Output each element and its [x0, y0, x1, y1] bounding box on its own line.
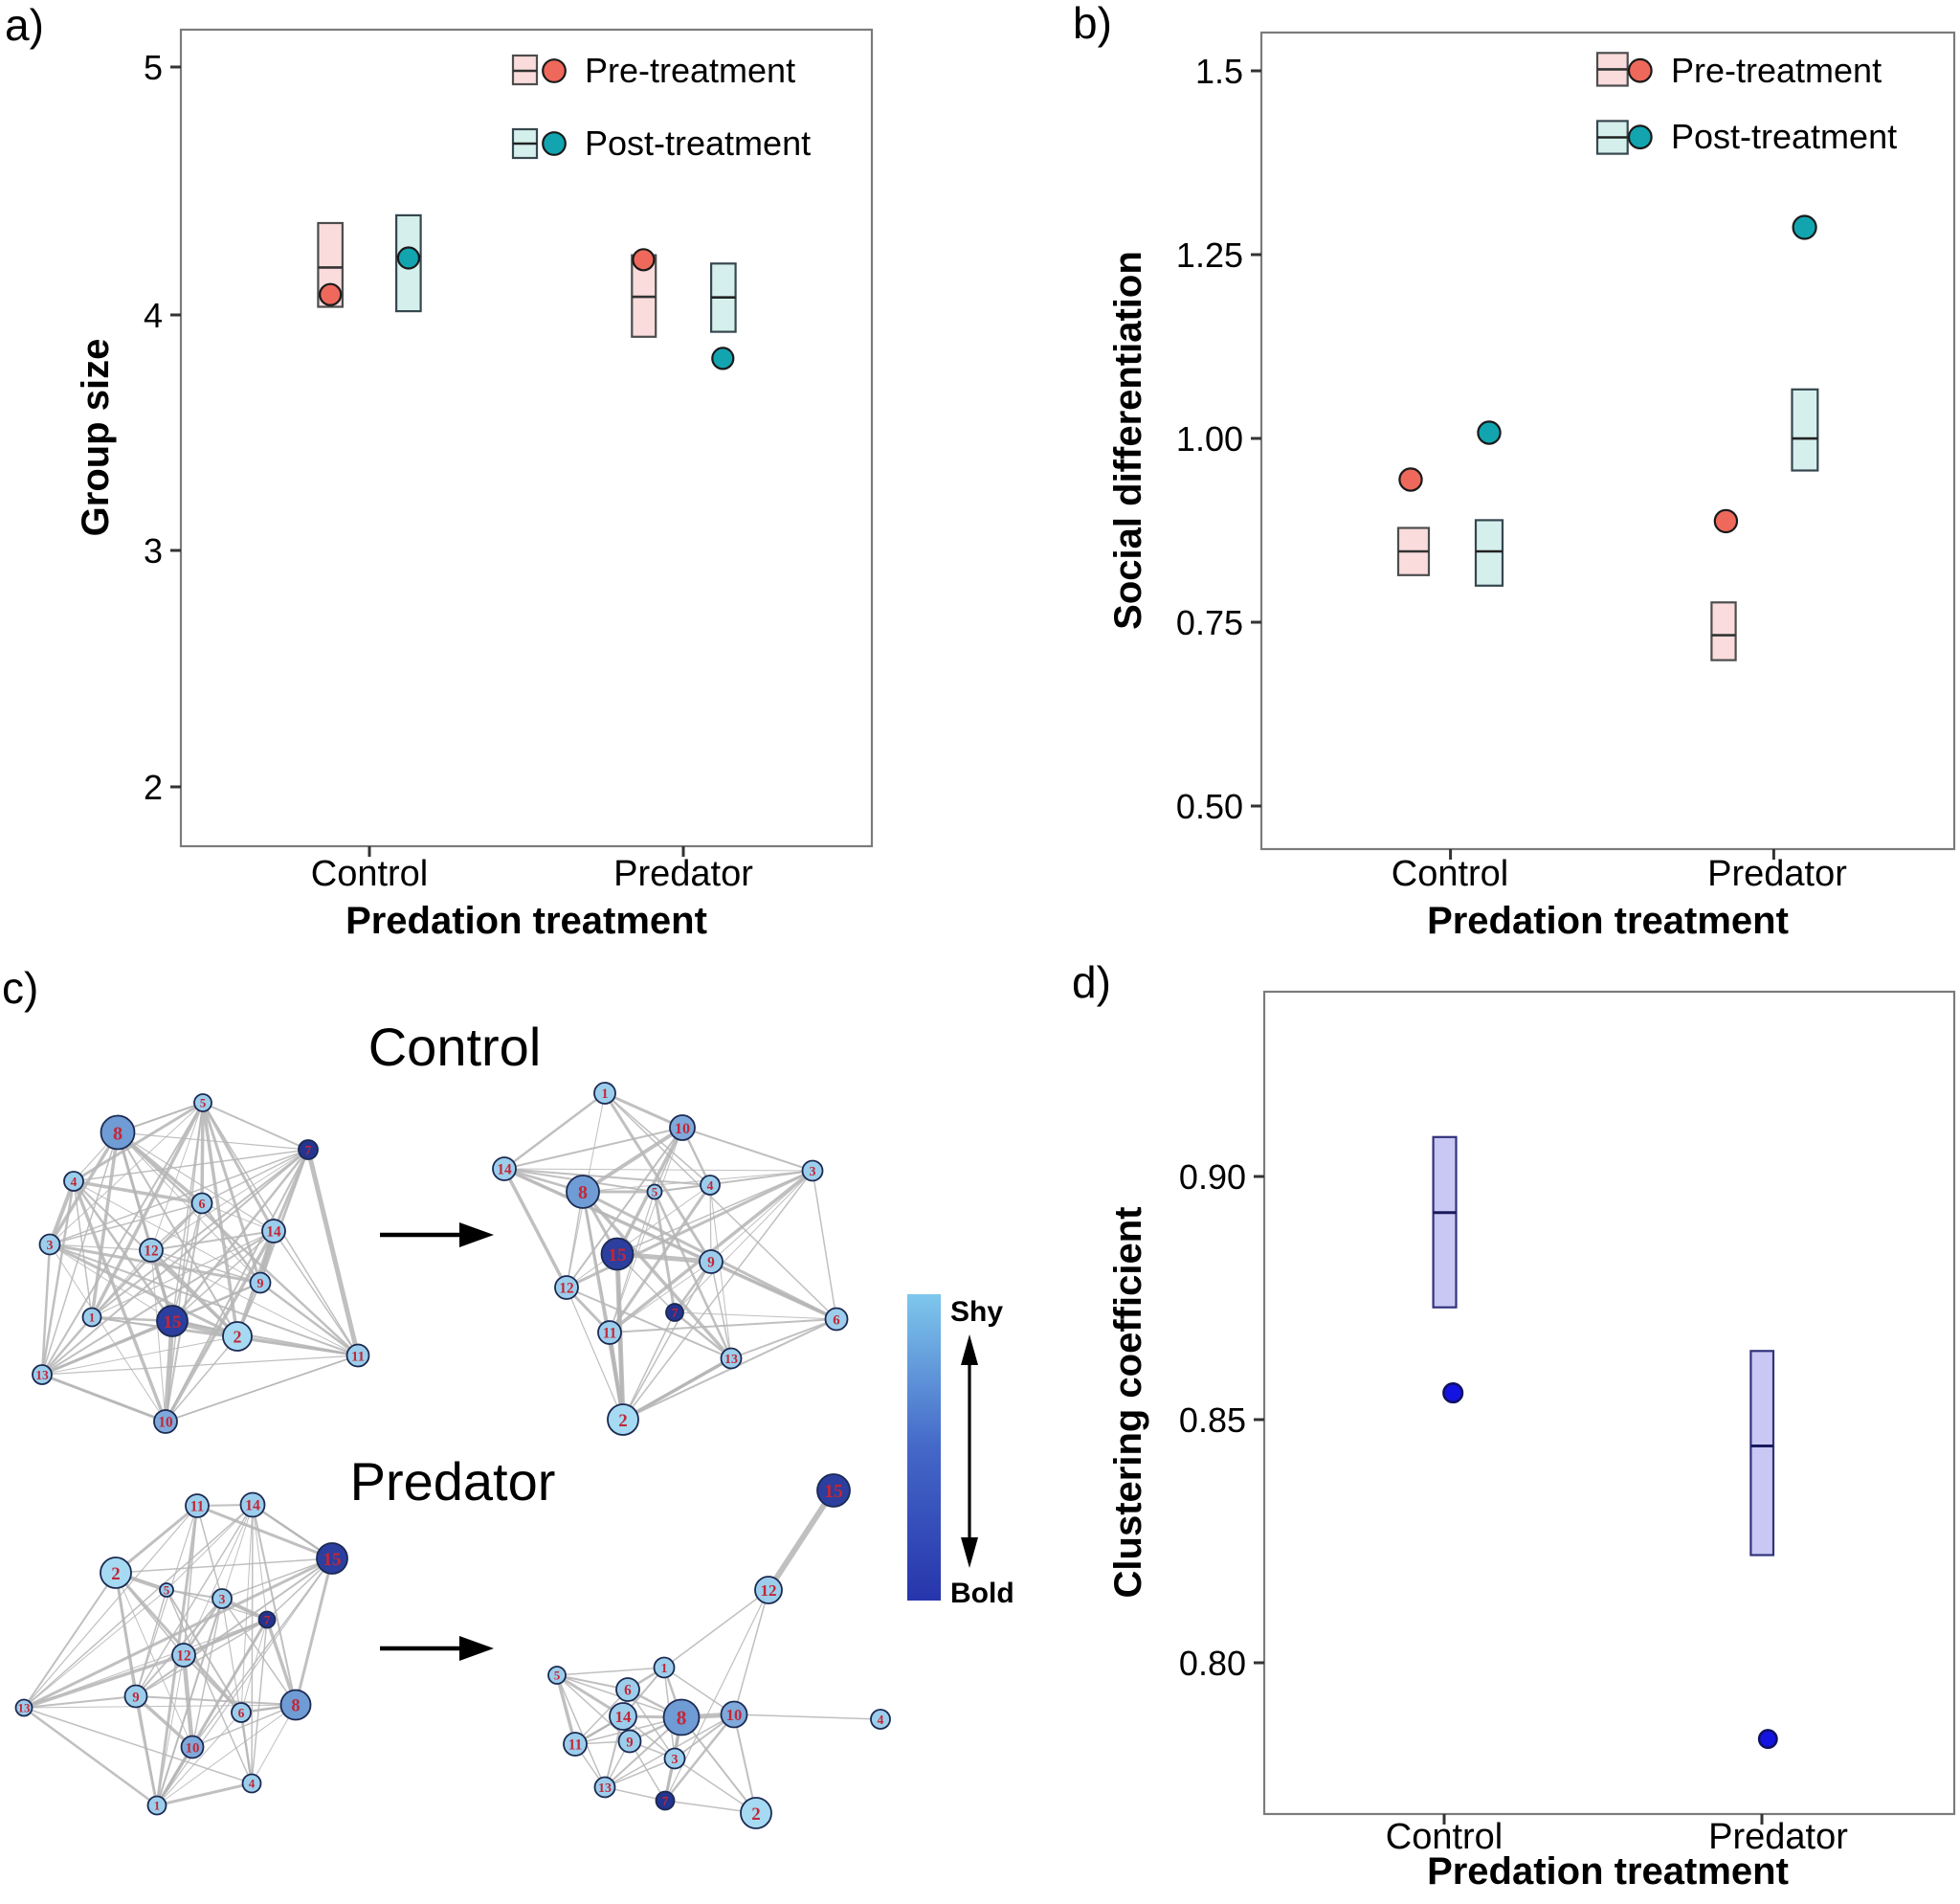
- svg-text:Post-treatment: Post-treatment: [1671, 117, 1897, 156]
- svg-text:5: 5: [200, 1096, 207, 1110]
- svg-text:Clustering coefficient: Clustering coefficient: [1107, 1207, 1149, 1599]
- svg-text:3: 3: [810, 1165, 816, 1179]
- svg-text:3: 3: [219, 1592, 226, 1606]
- svg-text:Bold: Bold: [950, 1578, 1014, 1609]
- svg-text:1.00: 1.00: [1176, 419, 1243, 459]
- svg-text:9: 9: [132, 1690, 139, 1705]
- svg-text:0.90: 0.90: [1179, 1157, 1246, 1197]
- svg-text:11: 11: [190, 1499, 204, 1515]
- svg-text:d): d): [1072, 957, 1111, 1007]
- svg-text:15: 15: [164, 1312, 182, 1333]
- svg-text:Pre-treatment: Pre-treatment: [585, 51, 795, 90]
- svg-text:8: 8: [113, 1123, 122, 1144]
- svg-text:c): c): [2, 963, 38, 1013]
- svg-text:0.50: 0.50: [1176, 787, 1243, 826]
- svg-text:Predation treatment: Predation treatment: [1427, 900, 1789, 942]
- svg-text:6: 6: [833, 1312, 839, 1328]
- svg-text:5: 5: [652, 1185, 658, 1199]
- svg-text:14: 14: [497, 1162, 512, 1178]
- svg-text:7: 7: [264, 1613, 271, 1627]
- svg-text:1: 1: [661, 1662, 668, 1676]
- svg-text:a): a): [5, 0, 44, 50]
- svg-text:0.80: 0.80: [1179, 1644, 1246, 1683]
- svg-text:0.85: 0.85: [1179, 1400, 1246, 1440]
- svg-text:2: 2: [111, 1564, 120, 1584]
- svg-text:1.25: 1.25: [1176, 235, 1243, 275]
- svg-text:9: 9: [257, 1277, 264, 1291]
- svg-text:3: 3: [144, 531, 163, 571]
- svg-text:Control: Control: [1386, 1817, 1503, 1857]
- svg-text:3: 3: [47, 1239, 54, 1253]
- svg-text:3: 3: [672, 1753, 679, 1767]
- svg-text:4: 4: [878, 1713, 884, 1727]
- svg-text:10: 10: [158, 1415, 173, 1431]
- svg-text:13: 13: [18, 1701, 32, 1715]
- svg-text:5: 5: [164, 1583, 170, 1598]
- svg-text:7: 7: [662, 1794, 669, 1808]
- svg-text:2: 2: [618, 1411, 627, 1431]
- svg-text:2: 2: [234, 1328, 242, 1347]
- svg-text:12: 12: [559, 1281, 573, 1297]
- svg-text:Control: Control: [1392, 854, 1509, 894]
- svg-text:4: 4: [71, 1175, 78, 1189]
- svg-text:Predation treatment: Predation treatment: [345, 900, 707, 942]
- svg-text:12: 12: [176, 1648, 190, 1665]
- svg-text:13: 13: [724, 1353, 738, 1367]
- svg-text:8: 8: [291, 1696, 300, 1715]
- svg-text:6: 6: [199, 1198, 206, 1212]
- svg-text:15: 15: [323, 1550, 342, 1570]
- svg-text:2: 2: [751, 1804, 760, 1825]
- svg-text:11: 11: [351, 1349, 365, 1364]
- svg-text:4: 4: [707, 1178, 714, 1193]
- svg-text:1: 1: [89, 1310, 96, 1325]
- svg-text:8: 8: [677, 1707, 687, 1730]
- svg-text:4: 4: [144, 296, 163, 335]
- svg-text:8: 8: [578, 1182, 588, 1203]
- svg-text:5: 5: [144, 48, 163, 87]
- svg-text:1.5: 1.5: [1195, 52, 1243, 91]
- svg-text:Predation treatment: Predation treatment: [1427, 1850, 1789, 1893]
- svg-text:5: 5: [554, 1669, 561, 1683]
- svg-text:2: 2: [144, 768, 163, 807]
- svg-text:12: 12: [144, 1243, 158, 1260]
- svg-text:15: 15: [824, 1481, 843, 1502]
- svg-text:9: 9: [707, 1255, 715, 1271]
- svg-text:Pre-treatment: Pre-treatment: [1671, 51, 1882, 90]
- svg-text:10: 10: [726, 1706, 743, 1724]
- svg-text:6: 6: [238, 1706, 245, 1720]
- svg-text:1: 1: [154, 1799, 161, 1813]
- svg-text:13: 13: [35, 1368, 49, 1382]
- svg-text:Predator: Predator: [613, 854, 753, 894]
- svg-text:11: 11: [603, 1326, 616, 1342]
- svg-text:12: 12: [760, 1581, 776, 1600]
- svg-text:Predator: Predator: [1707, 854, 1847, 894]
- svg-text:14: 14: [614, 1708, 632, 1726]
- svg-text:10: 10: [186, 1740, 200, 1756]
- svg-text:Group size: Group size: [75, 339, 117, 537]
- svg-text:Shy: Shy: [950, 1296, 1003, 1328]
- svg-text:9: 9: [626, 1735, 633, 1750]
- svg-text:10: 10: [675, 1120, 690, 1137]
- svg-text:Social differentiation: Social differentiation: [1107, 251, 1149, 630]
- svg-text:4: 4: [249, 1777, 256, 1791]
- svg-text:Predator: Predator: [1708, 1817, 1848, 1857]
- svg-text:7: 7: [305, 1143, 312, 1157]
- svg-text:Control: Control: [368, 1017, 542, 1077]
- svg-text:13: 13: [598, 1781, 612, 1796]
- svg-text:Predator: Predator: [350, 1451, 556, 1512]
- svg-text:0.75: 0.75: [1176, 603, 1243, 642]
- svg-text:11: 11: [568, 1737, 582, 1754]
- svg-text:7: 7: [672, 1306, 679, 1320]
- svg-text:1: 1: [601, 1086, 608, 1102]
- svg-text:14: 14: [245, 1498, 260, 1514]
- svg-text:Post-treatment: Post-treatment: [585, 123, 811, 163]
- svg-text:6: 6: [624, 1683, 632, 1699]
- svg-text:14: 14: [266, 1224, 281, 1241]
- svg-text:15: 15: [608, 1245, 626, 1266]
- svg-text:b): b): [1073, 0, 1112, 48]
- svg-text:Control: Control: [311, 854, 429, 894]
